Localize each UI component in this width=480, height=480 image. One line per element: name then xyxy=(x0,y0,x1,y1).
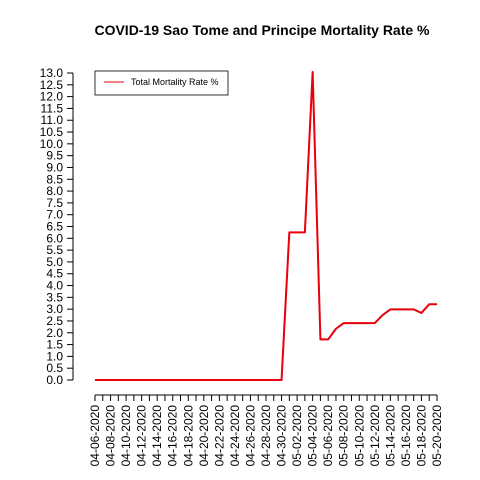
y-tick-label: 9.0 xyxy=(46,160,63,174)
y-tick-label: 0.0 xyxy=(46,373,63,387)
x-tick-label: 04-20-2020 xyxy=(197,405,211,467)
x-tick-label: 05-18-2020 xyxy=(414,405,428,467)
x-tick-label: 04-16-2020 xyxy=(166,405,180,467)
y-tick-label: 2.0 xyxy=(46,326,63,340)
legend-box xyxy=(94,70,229,96)
x-tick-label: 05-16-2020 xyxy=(399,405,413,467)
x-tick-label: 04-08-2020 xyxy=(104,405,118,467)
x-tick-label: 05-10-2020 xyxy=(352,405,366,467)
x-tick-label: 05-06-2020 xyxy=(321,405,335,467)
y-tick-label: 7.5 xyxy=(46,196,63,210)
x-tick-label: 05-14-2020 xyxy=(383,405,397,467)
y-tick-label: 8.0 xyxy=(46,184,63,198)
y-tick-label: 3.0 xyxy=(46,302,63,316)
series-line-total-mortality xyxy=(95,71,437,381)
legend-label-total-mortality: Total Mortality Rate % xyxy=(131,77,219,87)
x-tick-label: 04-30-2020 xyxy=(275,405,289,467)
y-tick-label: 5.5 xyxy=(46,243,63,257)
y-tick-label: 2.5 xyxy=(46,314,63,328)
x-tick-label: 05-04-2020 xyxy=(306,405,320,467)
y-tick-label: 1.5 xyxy=(46,338,63,352)
y-tick-label: 12.0 xyxy=(40,90,64,104)
y-tick-label: 11.5 xyxy=(41,101,64,115)
y-tick-label: 7.0 xyxy=(46,208,63,222)
x-tick-label: 04-18-2020 xyxy=(181,405,195,467)
y-axis: 0.00.51.01.52.02.53.03.54.04.55.05.56.06… xyxy=(40,66,74,387)
x-tick-label: 05-20-2020 xyxy=(430,405,444,467)
y-tick-label: 0.5 xyxy=(46,361,63,375)
y-tick-label: 4.0 xyxy=(46,279,63,293)
x-tick-label: 04-22-2020 xyxy=(212,405,226,467)
y-tick-label: 13.0 xyxy=(40,66,64,80)
y-tick-label: 9.5 xyxy=(46,149,63,163)
y-tick-label: 10.5 xyxy=(40,125,64,139)
y-tick-label: 4.5 xyxy=(46,267,63,281)
x-tick-label: 05-12-2020 xyxy=(368,405,382,467)
y-tick-label: 11.0 xyxy=(41,113,64,127)
x-tick-label: 04-12-2020 xyxy=(135,405,149,467)
x-tick-label: 04-28-2020 xyxy=(259,405,273,467)
y-tick-label: 3.5 xyxy=(46,290,63,304)
series-layer xyxy=(95,71,437,381)
x-tick-label: 04-10-2020 xyxy=(119,405,133,467)
x-tick-label: 05-02-2020 xyxy=(290,405,304,467)
x-tick-label: 04-26-2020 xyxy=(243,405,257,467)
x-axis: 04-06-2020 04-08-2020 04-10-2020 04-12-2020… xyxy=(88,394,444,467)
y-tick-label: 12.5 xyxy=(40,78,64,92)
x-tick-label: 04-24-2020 xyxy=(228,405,242,467)
y-tick-label: 8.5 xyxy=(46,172,63,186)
chart-title: COVID-19 Sao Tome and Principe Mortality… xyxy=(94,22,430,38)
y-tick-label: 10.0 xyxy=(40,137,64,151)
x-tick-label: 05-08-2020 xyxy=(337,405,351,467)
y-tick-label: 5.0 xyxy=(46,255,63,269)
x-tick-label: 04-06-2020 xyxy=(88,405,102,467)
y-tick-label: 6.5 xyxy=(46,220,63,234)
x-tick-label: 04-14-2020 xyxy=(150,405,164,467)
y-tick-label: 6.0 xyxy=(46,231,63,245)
y-tick-label: 1.0 xyxy=(46,349,63,363)
legend: Total Mortality Rate % xyxy=(94,70,229,96)
